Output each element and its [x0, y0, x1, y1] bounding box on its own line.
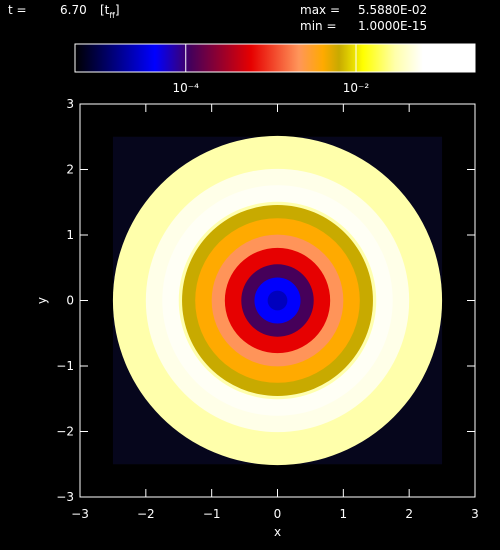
min-value: 1.0000E-15: [358, 19, 427, 33]
x-tick-label: 3: [471, 507, 479, 521]
min-label: min =: [300, 19, 337, 33]
max-value: 5.5880E-02: [358, 3, 427, 17]
y-tick-label: 2: [66, 163, 74, 177]
x-tick-label: 0: [274, 507, 282, 521]
max-label: max =: [300, 3, 340, 17]
x-tick-label: 1: [340, 507, 348, 521]
colorbar-tick-label: 10⁻²: [343, 81, 370, 95]
ring: [267, 290, 288, 311]
t-value: 6.70: [60, 3, 87, 17]
unit-close: ]: [115, 3, 120, 17]
y-axis-label: y: [35, 297, 49, 304]
y-tick-label: −1: [56, 359, 74, 373]
colorbar-tick-label: 10⁻⁴: [173, 81, 200, 95]
t-label: t =: [8, 3, 27, 17]
y-tick-label: −3: [56, 490, 74, 504]
x-tick-label: −2: [137, 507, 155, 521]
x-tick-label: −1: [203, 507, 221, 521]
unit-open: [t: [100, 3, 110, 17]
axes: [79, 103, 476, 498]
x-axis-label: x: [274, 525, 281, 539]
colorbar: [74, 43, 476, 73]
t-unit: [tff]: [100, 3, 120, 20]
x-tick-label: 2: [405, 507, 413, 521]
y-tick-label: 3: [66, 97, 74, 111]
y-tick-label: 1: [66, 228, 74, 242]
y-tick-label: −2: [56, 425, 74, 439]
x-tick-label: −3: [71, 507, 89, 521]
unit-sub: ff: [109, 11, 115, 20]
y-tick-label: 0: [66, 294, 74, 308]
